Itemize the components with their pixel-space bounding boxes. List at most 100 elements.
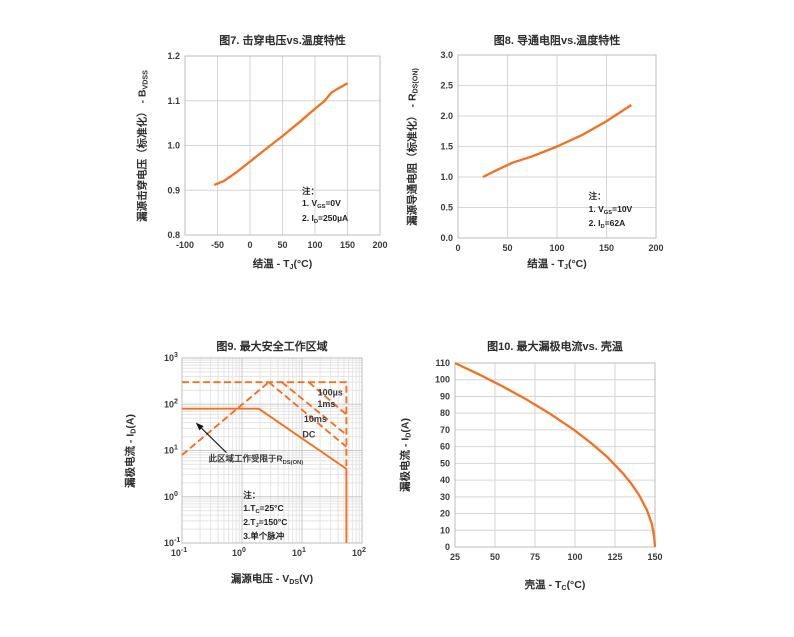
grid-lines xyxy=(181,357,363,544)
tick-label: 10 xyxy=(440,525,450,535)
note-line: 2. ID=62A xyxy=(588,218,626,231)
curve-rdson-normalized xyxy=(482,104,632,179)
figure7-x-axis-label: 结温 - TJ(°C) xyxy=(252,258,313,271)
tick-label: 100 xyxy=(435,375,450,385)
curve-label-10ms: 10ms xyxy=(304,414,327,424)
tick-label: 0 xyxy=(247,240,252,250)
curve-dc xyxy=(182,407,348,543)
plot-border xyxy=(454,362,656,548)
tick-label: -100 xyxy=(176,240,194,250)
figure10-title: 图10. 最大漏极电流vs. 壳温 xyxy=(487,341,623,353)
tick-label: 101 xyxy=(164,445,178,456)
figure10-max-drain-current-chart: 图10. 最大漏极电流vs. 壳温 漏极电流 - ID(A) 壳温 - TC(°… xyxy=(390,330,692,630)
figure8-on-resistance-chart: 图8. 导通电阻vs.温度特性 漏源导通电阻（标准化） - RDS(ON) 结温… xyxy=(400,26,672,320)
tick-label: 2.5 xyxy=(440,81,453,91)
plot-border xyxy=(457,54,657,239)
curve-label-1ms: 1ms xyxy=(317,399,335,409)
note-line: 注： xyxy=(243,490,261,501)
tick-label: 0.8 xyxy=(167,230,180,240)
note-line: 注： xyxy=(302,185,320,196)
tick-label: -50 xyxy=(211,240,224,250)
curve-label-DC: DC xyxy=(302,430,315,440)
tick-label: 20 xyxy=(440,509,450,519)
tick-label: 150 xyxy=(340,240,355,250)
figure10-plot: 25 50 75 100 125 150 0 10 20 30 40 50 60 70 80 90 100 110 xyxy=(435,358,663,562)
note-line: 注： xyxy=(588,191,606,202)
curve-10ms-pulse xyxy=(268,381,348,448)
curve-label-100µs: 100µs xyxy=(318,387,343,397)
tick-label: 50 xyxy=(502,243,512,253)
curve-bvdss-normalized xyxy=(213,82,349,186)
tick-label: 1.5 xyxy=(440,142,453,152)
grid-lines xyxy=(454,362,656,548)
curve-rdson-limit-line xyxy=(181,381,270,456)
figure7-breakdown-voltage-chart: 图7. 击穿电压vs.温度特性 漏源击穿电压（标准化） - BVDSS 结温 -… xyxy=(130,26,394,320)
tick-label: 200 xyxy=(372,240,387,250)
tick-label: 1.0 xyxy=(167,141,180,151)
tick-label: 10-1 xyxy=(164,537,180,548)
notes-box: 注： 1. VGS=0V 2. ID=250µA xyxy=(302,185,348,226)
note-line: 1. VGS=0V xyxy=(302,198,341,211)
tick-label: 75 xyxy=(530,552,540,562)
grid-lines xyxy=(184,55,381,236)
tick-label: 150 xyxy=(647,552,662,562)
tick-label: 10-1 xyxy=(171,547,187,558)
tick-label: 100 xyxy=(567,552,582,562)
tick-label: 1.1 xyxy=(167,96,180,106)
tick-label: 30 xyxy=(440,492,450,502)
tick-labels: 25 50 75 100 125 150 0 10 20 30 40 50 60 70 80 90 100 110 xyxy=(435,358,663,562)
tick-label: 25 xyxy=(450,552,460,562)
tick-labels: 0 50 100 150 200 0.0 0.5 1.0 1.5 2.0 2.5 3.0 xyxy=(440,50,663,253)
tick-label: 0.5 xyxy=(440,203,453,213)
tick-label: 102 xyxy=(164,398,178,409)
figure9-plot: 10-1 100 101 102 10-1 100 101 102 103 100µs 1ms 10m… xyxy=(164,352,366,558)
figure8-title: 图8. 导通电阻vs.温度特性 xyxy=(493,35,621,47)
figure9-title: 图9. 最大安全工作区域 xyxy=(216,341,328,353)
tick-label: 0 xyxy=(445,542,450,552)
notes-box: 注： 1. VGS=10V 2. ID=62A xyxy=(589,190,633,231)
tick-label: 100 xyxy=(307,240,322,250)
figure7-plot: -100 -50 0 50 100 150 200 0.8 0.9 1.0 1.1 1.2 xyxy=(167,51,387,250)
plot-border xyxy=(181,357,363,544)
tick-label: 2.0 xyxy=(440,111,453,121)
soa-annotation-arrow xyxy=(201,427,227,454)
notes-box: 注： 1.TC=25°C 2.TJ=150°C 3.单个脉冲 xyxy=(243,489,287,542)
note-line: 1. VGS=10V xyxy=(588,203,633,216)
tick-label: 80 xyxy=(440,408,450,418)
tick-label: 50 xyxy=(440,458,450,468)
soa-annotation-arrowhead xyxy=(195,422,204,431)
soa-annotation-text: 此区域工作受限于RDS(ON) xyxy=(209,453,304,466)
tick-label: 125 xyxy=(607,552,622,562)
tick-label: 100 xyxy=(549,243,564,253)
tick-label: 150 xyxy=(599,243,614,253)
tick-label: 100 xyxy=(164,491,178,502)
curve-1ms-pulse xyxy=(281,381,347,436)
plot-border xyxy=(184,55,381,236)
tick-label: 1.0 xyxy=(440,172,453,182)
tick-label: 0.0 xyxy=(440,233,453,243)
note-line: 3.单个脉冲 xyxy=(243,531,285,542)
tick-labels: 10-1 100 101 102 10-1 100 101 102 103 xyxy=(164,352,366,558)
tick-label: 100 xyxy=(232,547,246,558)
tick-label: 50 xyxy=(277,240,287,250)
tick-label: 0 xyxy=(455,243,460,253)
tick-label: 110 xyxy=(435,358,450,368)
tick-label: 101 xyxy=(292,547,306,558)
tick-label: 90 xyxy=(440,391,450,401)
note-line: 1.TC=25°C xyxy=(243,502,284,515)
tick-label: 1.2 xyxy=(167,51,180,61)
tick-label: 3.0 xyxy=(440,50,453,60)
tick-label: 60 xyxy=(440,442,450,452)
figure9-safe-operating-area-chart: 图9. 最大安全工作区域 漏极电流 - ID(A) 漏源电压 - VDS(V) … xyxy=(118,330,390,630)
curve-100us-pulse xyxy=(308,381,348,416)
figure10-x-axis-label: 壳温 - TC(°C) xyxy=(524,579,586,592)
tick-labels: -100 -50 0 50 100 150 200 0.8 0.9 1.0 1.1 1.2 xyxy=(167,51,387,250)
note-line: 2.TJ=150°C xyxy=(243,517,288,530)
curve-pulsed-current-ceiling xyxy=(182,381,348,469)
tick-label: 200 xyxy=(648,243,663,253)
figure9-x-axis-label: 漏源电压 - VDS(V) xyxy=(230,573,314,586)
tick-label: 70 xyxy=(440,425,450,435)
soa-annotation: 此区域工作受限于RDS(ON) xyxy=(195,422,304,466)
tick-label: 102 xyxy=(352,547,366,558)
